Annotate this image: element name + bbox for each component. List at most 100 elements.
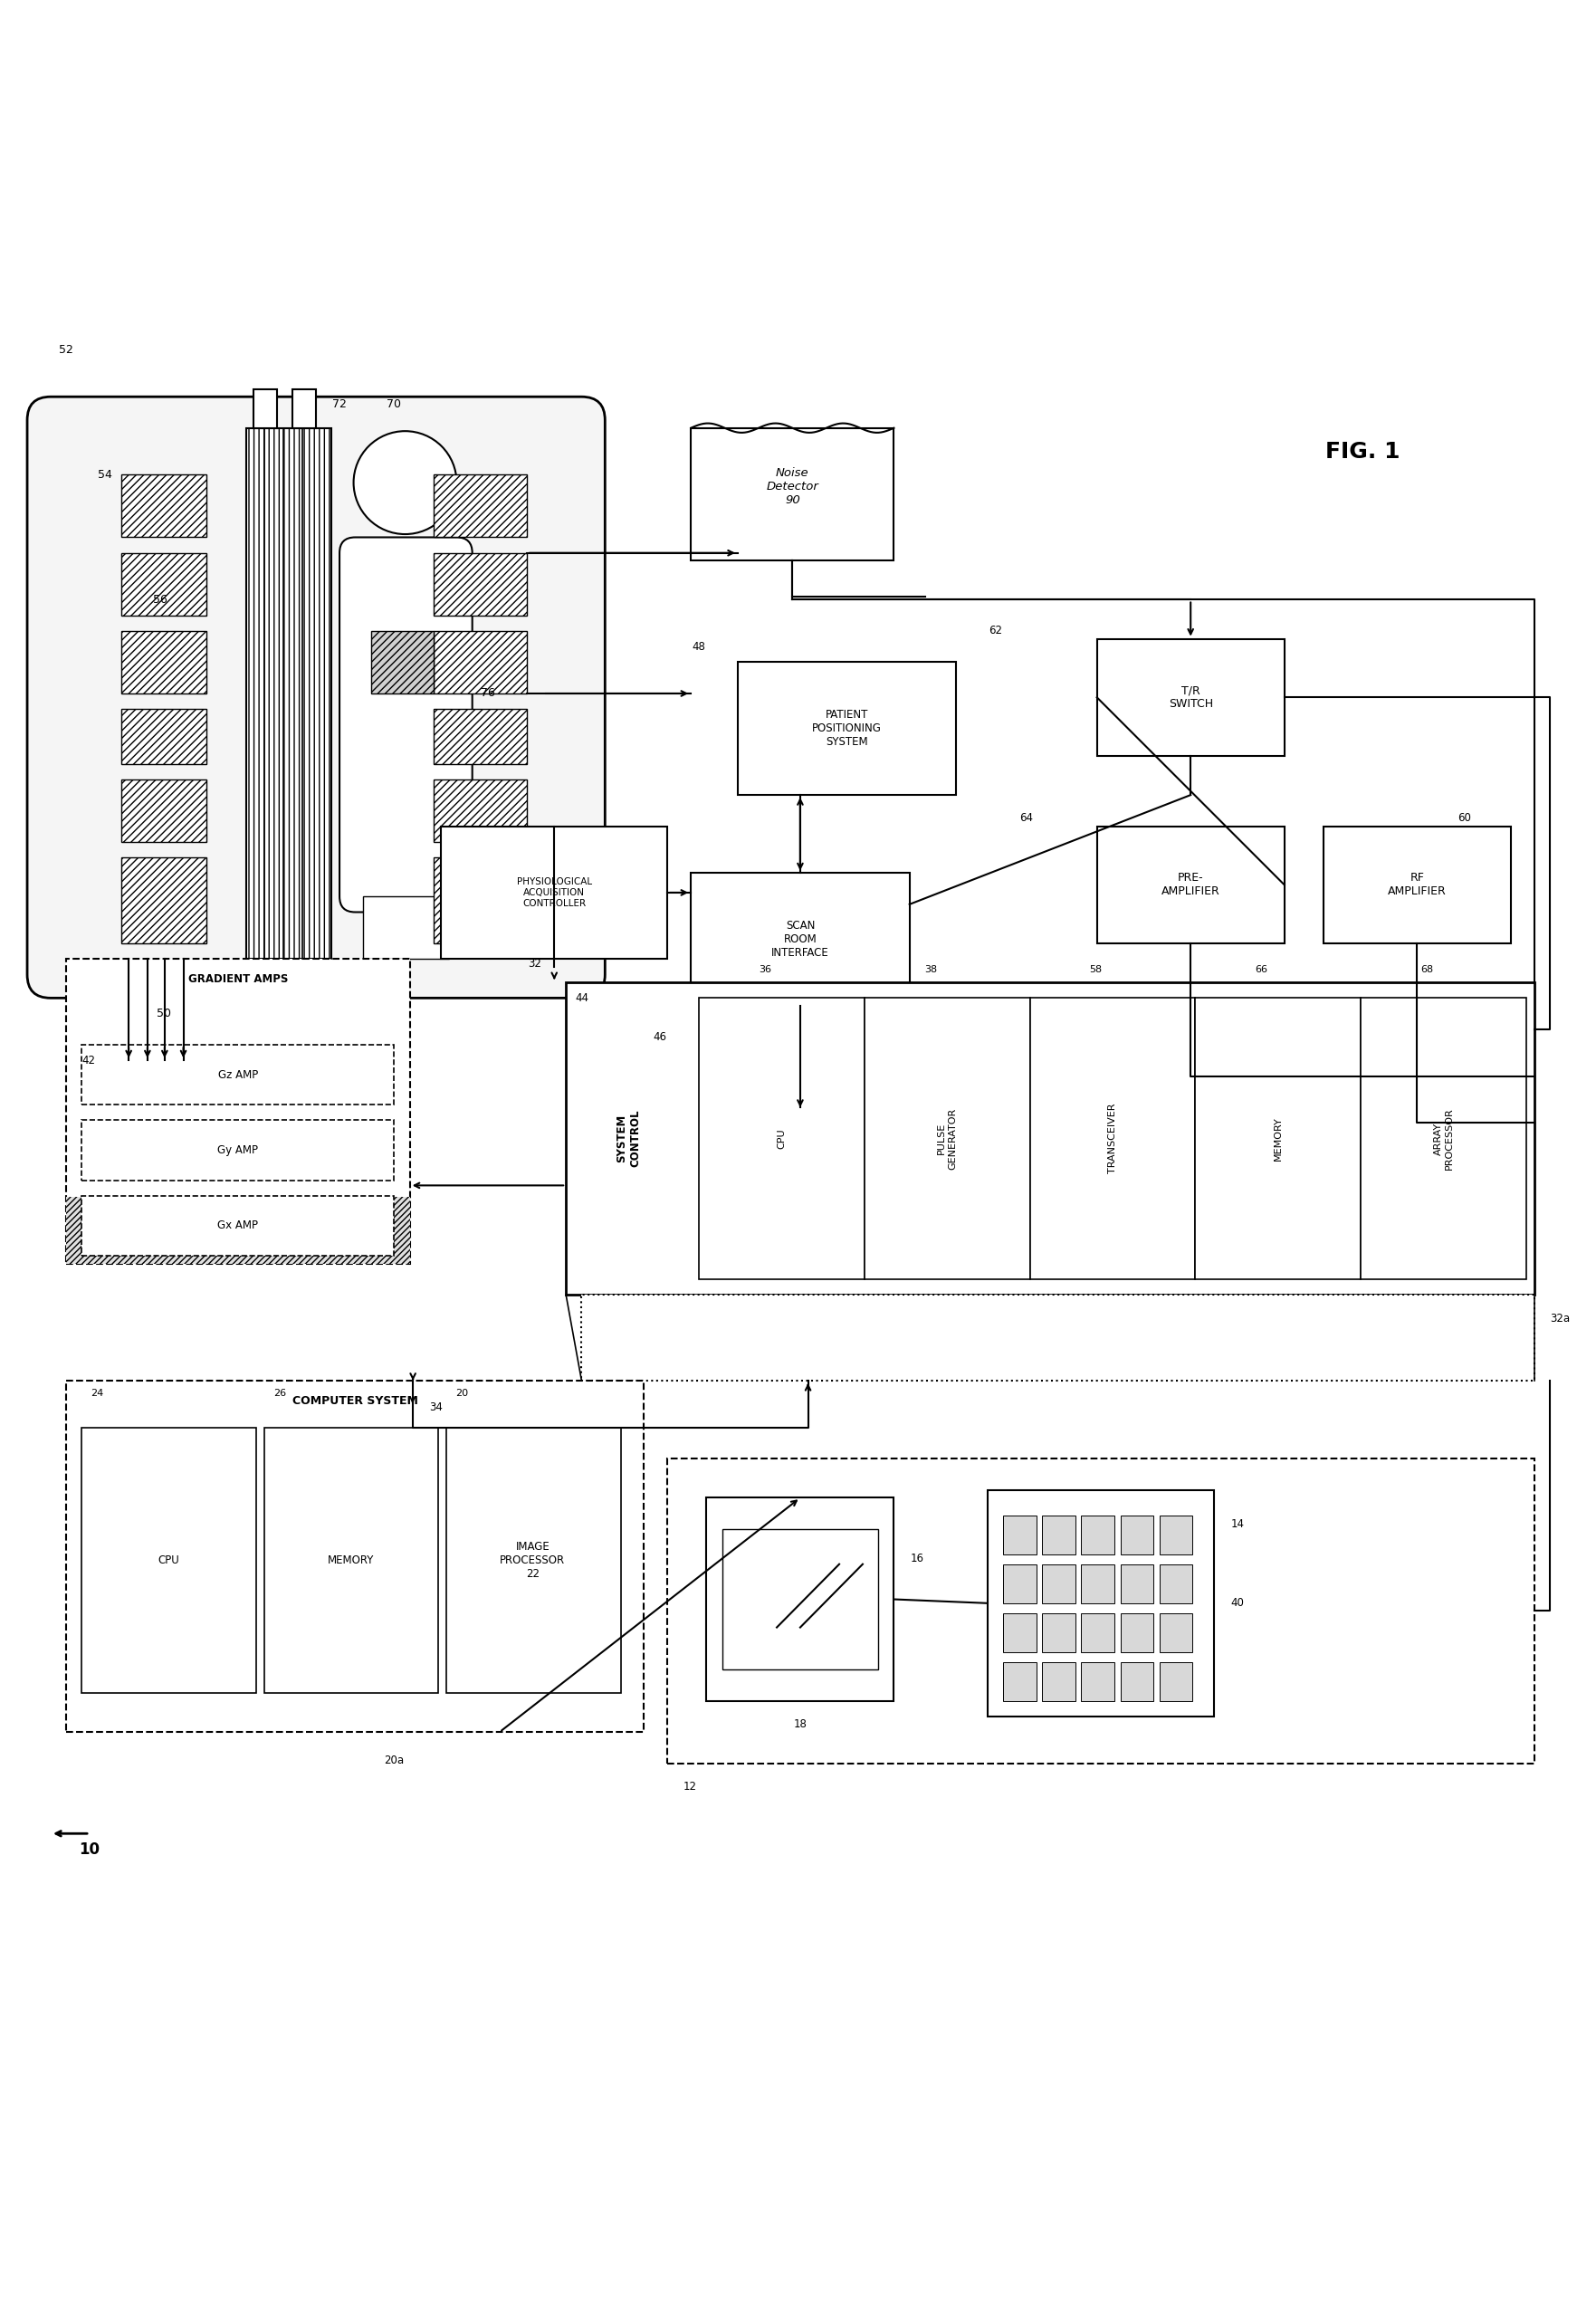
Text: IMAGE
PROCESSOR
22: IMAGE PROCESSOR 22	[500, 1541, 565, 1580]
FancyBboxPatch shape	[738, 662, 956, 795]
Bar	[121, 709, 207, 765]
Text: 68: 68	[1421, 964, 1433, 974]
Text: MEMORY: MEMORY	[326, 1555, 374, 1566]
FancyBboxPatch shape	[1159, 1564, 1192, 1604]
FancyBboxPatch shape	[1003, 1662, 1036, 1701]
Text: COMPUTER SYSTEM: COMPUTER SYSTEM	[292, 1394, 418, 1406]
FancyBboxPatch shape	[66, 960, 410, 1264]
FancyBboxPatch shape	[1030, 997, 1195, 1278]
Bar	[434, 632, 527, 693]
FancyBboxPatch shape	[263, 1427, 438, 1692]
FancyBboxPatch shape	[1003, 1564, 1036, 1604]
Bar	[121, 553, 207, 616]
Text: CPU: CPU	[158, 1555, 180, 1566]
FancyBboxPatch shape	[1120, 1662, 1153, 1701]
FancyBboxPatch shape	[1082, 1613, 1115, 1652]
Text: 76: 76	[481, 688, 495, 700]
Text: 12: 12	[683, 1780, 697, 1792]
FancyBboxPatch shape	[82, 1197, 394, 1255]
Text: 16: 16	[910, 1552, 924, 1564]
Circle shape	[353, 432, 457, 535]
Bar	[121, 632, 207, 693]
FancyBboxPatch shape	[446, 1427, 621, 1692]
FancyBboxPatch shape	[1003, 1515, 1036, 1555]
Text: 40: 40	[1230, 1597, 1244, 1608]
FancyBboxPatch shape	[706, 1497, 894, 1701]
Text: 38: 38	[924, 964, 937, 974]
Text: PULSE
GENERATOR: PULSE GENERATOR	[937, 1109, 957, 1169]
Bar	[66, 1197, 410, 1264]
FancyBboxPatch shape	[1159, 1662, 1192, 1701]
FancyBboxPatch shape	[66, 1380, 643, 1731]
FancyBboxPatch shape	[1042, 1662, 1076, 1701]
Text: 20: 20	[456, 1387, 468, 1397]
Bar	[434, 553, 527, 616]
Bar	[246, 428, 331, 960]
Text: 24: 24	[91, 1387, 104, 1397]
Text: 70: 70	[386, 400, 402, 411]
FancyBboxPatch shape	[987, 1490, 1214, 1717]
Text: Gx AMP: Gx AMP	[218, 1220, 259, 1232]
FancyBboxPatch shape	[1120, 1515, 1153, 1555]
Text: 64: 64	[1020, 813, 1033, 825]
Text: 26: 26	[273, 1387, 285, 1397]
Text: 62: 62	[989, 625, 1003, 637]
Text: SYSTEM
CONTROL: SYSTEM CONTROL	[615, 1111, 642, 1167]
FancyBboxPatch shape	[566, 983, 1534, 1294]
FancyBboxPatch shape	[1003, 1613, 1036, 1652]
Text: 20a: 20a	[385, 1755, 404, 1766]
Bar	[434, 709, 527, 765]
FancyBboxPatch shape	[1159, 1613, 1192, 1652]
Text: Noise
Detector
90: Noise Detector 90	[766, 467, 818, 507]
FancyBboxPatch shape	[1120, 1564, 1153, 1604]
FancyBboxPatch shape	[1042, 1564, 1076, 1604]
Text: 60: 60	[1457, 813, 1471, 825]
Text: FIG. 1: FIG. 1	[1325, 442, 1400, 462]
Text: CPU: CPU	[777, 1129, 785, 1148]
Text: PATIENT
POSITIONING
SYSTEM: PATIENT POSITIONING SYSTEM	[812, 709, 882, 748]
FancyBboxPatch shape	[1323, 827, 1511, 944]
Bar	[434, 858, 527, 944]
Bar	[121, 474, 207, 537]
Text: 56: 56	[153, 595, 167, 607]
Bar	[121, 858, 207, 944]
FancyBboxPatch shape	[82, 1427, 255, 1692]
FancyBboxPatch shape	[27, 397, 606, 997]
Bar	[434, 779, 527, 841]
Text: 14: 14	[1230, 1518, 1244, 1529]
Bar	[121, 779, 207, 841]
Text: 72: 72	[333, 400, 347, 411]
Text: 32a: 32a	[1550, 1313, 1569, 1325]
Text: ARRAY
PROCESSOR: ARRAY PROCESSOR	[1433, 1109, 1454, 1169]
FancyBboxPatch shape	[1195, 997, 1361, 1278]
Text: Gy AMP: Gy AMP	[218, 1143, 259, 1155]
Text: 54: 54	[98, 469, 112, 481]
FancyBboxPatch shape	[1082, 1564, 1115, 1604]
Text: MEMORY: MEMORY	[1274, 1116, 1282, 1160]
Text: Gz AMP: Gz AMP	[218, 1069, 259, 1081]
Text: 48: 48	[692, 641, 705, 653]
Text: T/R
SWITCH: T/R SWITCH	[1169, 686, 1213, 711]
Text: 52: 52	[58, 344, 74, 356]
Bar	[371, 632, 434, 693]
FancyBboxPatch shape	[1120, 1613, 1153, 1652]
Text: RF
AMPLIFIER: RF AMPLIFIER	[1388, 872, 1446, 897]
FancyBboxPatch shape	[1042, 1613, 1076, 1652]
FancyBboxPatch shape	[1082, 1662, 1115, 1701]
FancyBboxPatch shape	[1098, 639, 1284, 755]
FancyBboxPatch shape	[82, 1120, 394, 1181]
FancyBboxPatch shape	[82, 1046, 394, 1104]
FancyBboxPatch shape	[293, 388, 315, 428]
Text: 42: 42	[82, 1055, 96, 1067]
Text: GRADIENT AMPS: GRADIENT AMPS	[188, 974, 289, 985]
Text: TRANSCEIVER: TRANSCEIVER	[1109, 1104, 1117, 1174]
Text: 58: 58	[1090, 964, 1102, 974]
Bar	[434, 474, 527, 537]
FancyBboxPatch shape	[1042, 1515, 1076, 1555]
FancyBboxPatch shape	[254, 388, 278, 428]
FancyBboxPatch shape	[1082, 1515, 1115, 1555]
FancyBboxPatch shape	[699, 997, 864, 1278]
FancyBboxPatch shape	[691, 428, 894, 560]
Text: SCAN
ROOM
INTERFACE: SCAN ROOM INTERFACE	[771, 920, 830, 960]
Bar	[722, 1529, 878, 1669]
